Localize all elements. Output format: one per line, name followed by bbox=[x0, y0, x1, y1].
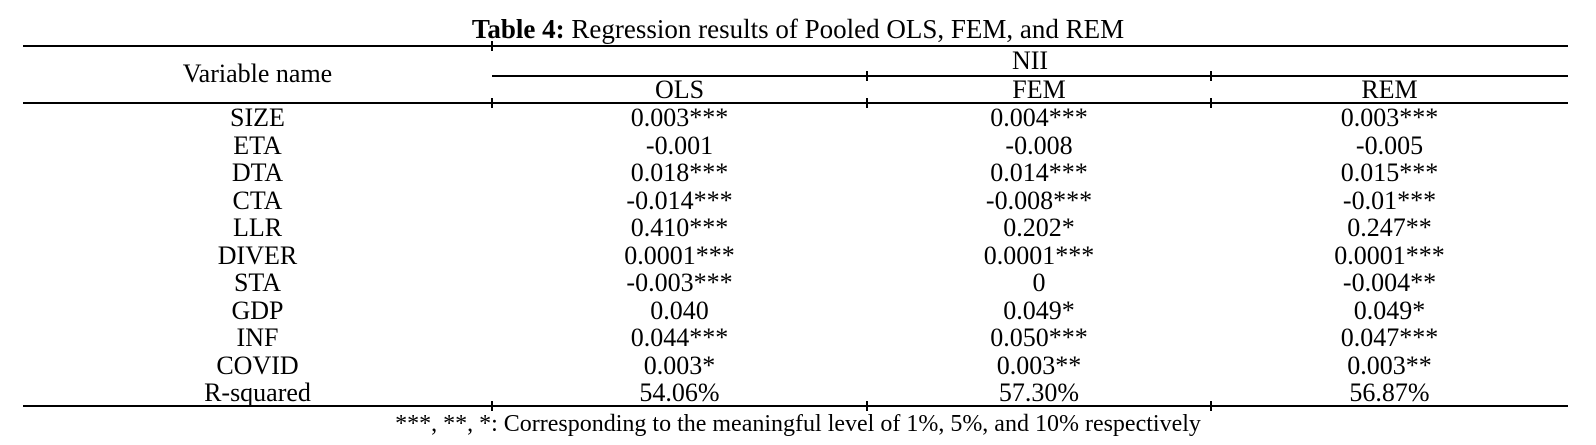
value-cell: -0.003*** bbox=[626, 269, 733, 297]
row-label: LLR bbox=[232, 214, 283, 242]
row-label: COVID bbox=[216, 351, 299, 379]
value-cell: -0.005 bbox=[1355, 131, 1424, 159]
row-label: CTA bbox=[232, 186, 283, 214]
row-label: DTA bbox=[231, 159, 284, 187]
column-divider-tick bbox=[866, 71, 868, 81]
value-cell: 0.410*** bbox=[630, 214, 729, 242]
value-cell: -0.001 bbox=[645, 131, 714, 159]
column-divider-tick bbox=[1210, 98, 1212, 108]
value-cell: -0.008 bbox=[1005, 131, 1073, 159]
value-cell: 0.014*** bbox=[990, 159, 1088, 187]
value-cell: 0.202* bbox=[1003, 214, 1075, 242]
value-cell: 56.87% bbox=[1349, 379, 1430, 407]
column-header-rem: REM bbox=[1361, 77, 1418, 102]
table-row: CTA -0.014*** -0.008*** -0.01*** bbox=[23, 187, 1568, 215]
value-cell: 0.003* bbox=[643, 351, 716, 379]
value-cell: 0.015*** bbox=[1340, 159, 1439, 187]
value-cell: 0.004*** bbox=[990, 104, 1088, 132]
table-title: Table 4: Regression results of Pooled OL… bbox=[0, 12, 1596, 46]
value-cell: 0.003** bbox=[1347, 351, 1432, 379]
column-divider-tick bbox=[1210, 71, 1212, 81]
row-label: GDP bbox=[231, 296, 284, 324]
significance-footnote: ***, **, *: Corresponding to the meaning… bbox=[395, 411, 1201, 437]
value-cell: 0.0001*** bbox=[624, 241, 735, 269]
value-cell: 0.003*** bbox=[1340, 104, 1439, 132]
row-header-variable-name: Variable name bbox=[182, 59, 333, 88]
column-divider-tick bbox=[491, 41, 493, 51]
column-header-ols: OLS bbox=[654, 77, 705, 102]
table-row: STA -0.003*** 0 -0.004** bbox=[23, 269, 1568, 297]
row-label: ETA bbox=[233, 131, 282, 159]
column-header-fem: FEM bbox=[1012, 77, 1066, 102]
row-label: R-squared bbox=[204, 379, 311, 407]
value-cell: 0.0001*** bbox=[1334, 241, 1445, 269]
value-cell: 0.003** bbox=[996, 351, 1082, 379]
table-row: INF 0.044*** 0.050*** 0.047*** bbox=[23, 324, 1568, 352]
value-cell: -0.008*** bbox=[985, 186, 1093, 214]
table-title-label: Table 4: bbox=[471, 14, 565, 44]
value-cell: 0.050*** bbox=[990, 324, 1088, 352]
row-label: SIZE bbox=[230, 104, 285, 132]
value-cell: 0.049* bbox=[1003, 296, 1075, 324]
table-row: GDP 0.040 0.049* 0.049* bbox=[23, 297, 1568, 325]
table-body: SIZE 0.003*** 0.004*** 0.003*** ETA -0.001 -0.… bbox=[23, 104, 1568, 407]
value-cell: 0 bbox=[1032, 269, 1046, 297]
value-cell: 54.06% bbox=[639, 379, 720, 407]
table-bottom-rule bbox=[23, 405, 1568, 407]
value-cell: 0.018*** bbox=[630, 159, 729, 187]
table-top-rule bbox=[23, 45, 1568, 47]
column-divider-tick bbox=[866, 98, 868, 108]
value-cell: 0.040 bbox=[650, 296, 709, 324]
value-cell: -0.01*** bbox=[1342, 186, 1437, 214]
table-row: R-squared 54.06% 57.30% 56.87% bbox=[23, 379, 1568, 407]
column-divider-tick bbox=[491, 98, 493, 108]
value-cell: 57.30% bbox=[998, 379, 1080, 407]
value-cell: 0.247** bbox=[1347, 214, 1432, 242]
table-row: DTA 0.018*** 0.014*** 0.015*** bbox=[23, 159, 1568, 187]
value-cell: 0.0001*** bbox=[983, 241, 1095, 269]
value-cell: 0.044*** bbox=[630, 324, 729, 352]
group-header-rule bbox=[492, 75, 1568, 77]
table-row: ETA -0.001 -0.008 -0.005 bbox=[23, 132, 1568, 160]
group-header-nii: NII bbox=[1011, 46, 1049, 75]
column-divider-tick bbox=[866, 401, 868, 411]
row-label: DIVER bbox=[217, 241, 298, 269]
value-cell: -0.004** bbox=[1342, 269, 1437, 297]
header-bottom-rule bbox=[23, 102, 1568, 104]
value-cell: 0.049* bbox=[1353, 296, 1426, 324]
table-title-text: Regression results of Pooled OLS, FEM, a… bbox=[564, 14, 1125, 44]
value-cell: 0.047*** bbox=[1340, 324, 1439, 352]
row-label: INF bbox=[236, 324, 279, 352]
column-divider-tick bbox=[491, 401, 493, 411]
value-cell: 0.003*** bbox=[630, 104, 729, 132]
table-row: COVID 0.003* 0.003** 0.003** bbox=[23, 352, 1568, 380]
column-divider-tick bbox=[1210, 401, 1212, 411]
table-row: LLR 0.410*** 0.202* 0.247** bbox=[23, 214, 1568, 242]
table-row: SIZE 0.003*** 0.004*** 0.003*** bbox=[23, 104, 1568, 132]
table-row: DIVER 0.0001*** 0.0001*** 0.0001*** bbox=[23, 242, 1568, 270]
row-label: STA bbox=[233, 269, 282, 297]
value-cell: -0.014*** bbox=[626, 186, 733, 214]
